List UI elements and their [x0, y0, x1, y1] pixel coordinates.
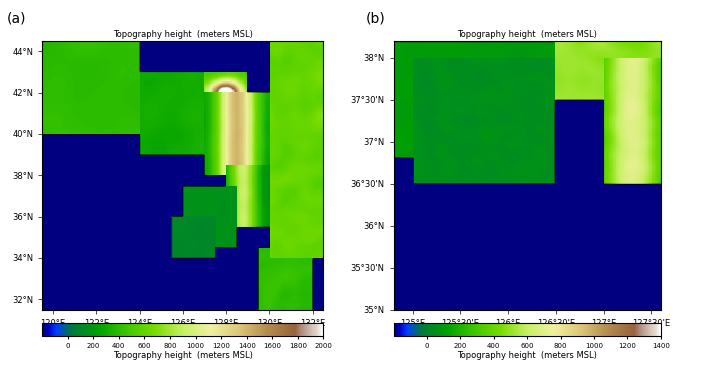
Text: (b): (b)	[366, 12, 385, 25]
Text: (a): (a)	[7, 12, 27, 25]
Title: Topography height  (meters MSL): Topography height (meters MSL)	[113, 30, 252, 39]
Title: Topography height  (meters MSL): Topography height (meters MSL)	[458, 30, 597, 39]
X-axis label: Topography height  (meters MSL): Topography height (meters MSL)	[458, 351, 597, 360]
X-axis label: Topography height  (meters MSL): Topography height (meters MSL)	[113, 351, 252, 360]
